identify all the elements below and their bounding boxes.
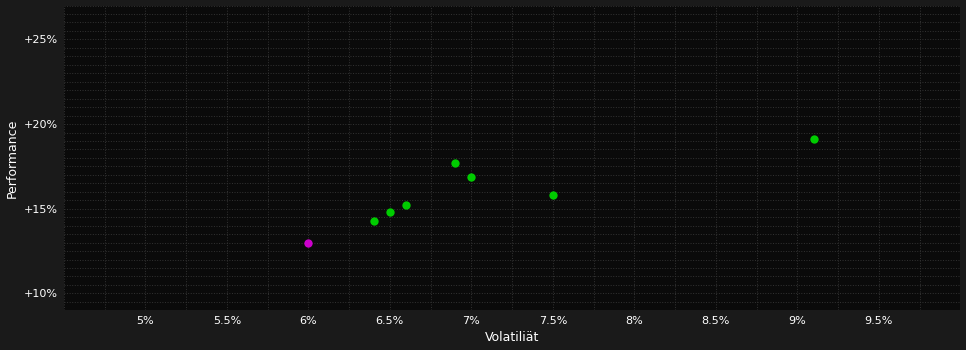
Point [398,203,413,208]
Point [806,136,821,142]
Y-axis label: Performance: Performance [6,118,18,198]
Point [300,240,316,245]
Point [383,209,398,215]
Point [366,218,382,223]
X-axis label: Volatiliät: Volatiliät [485,331,539,344]
Point [545,193,560,198]
Point [464,174,479,179]
Point [447,160,463,166]
